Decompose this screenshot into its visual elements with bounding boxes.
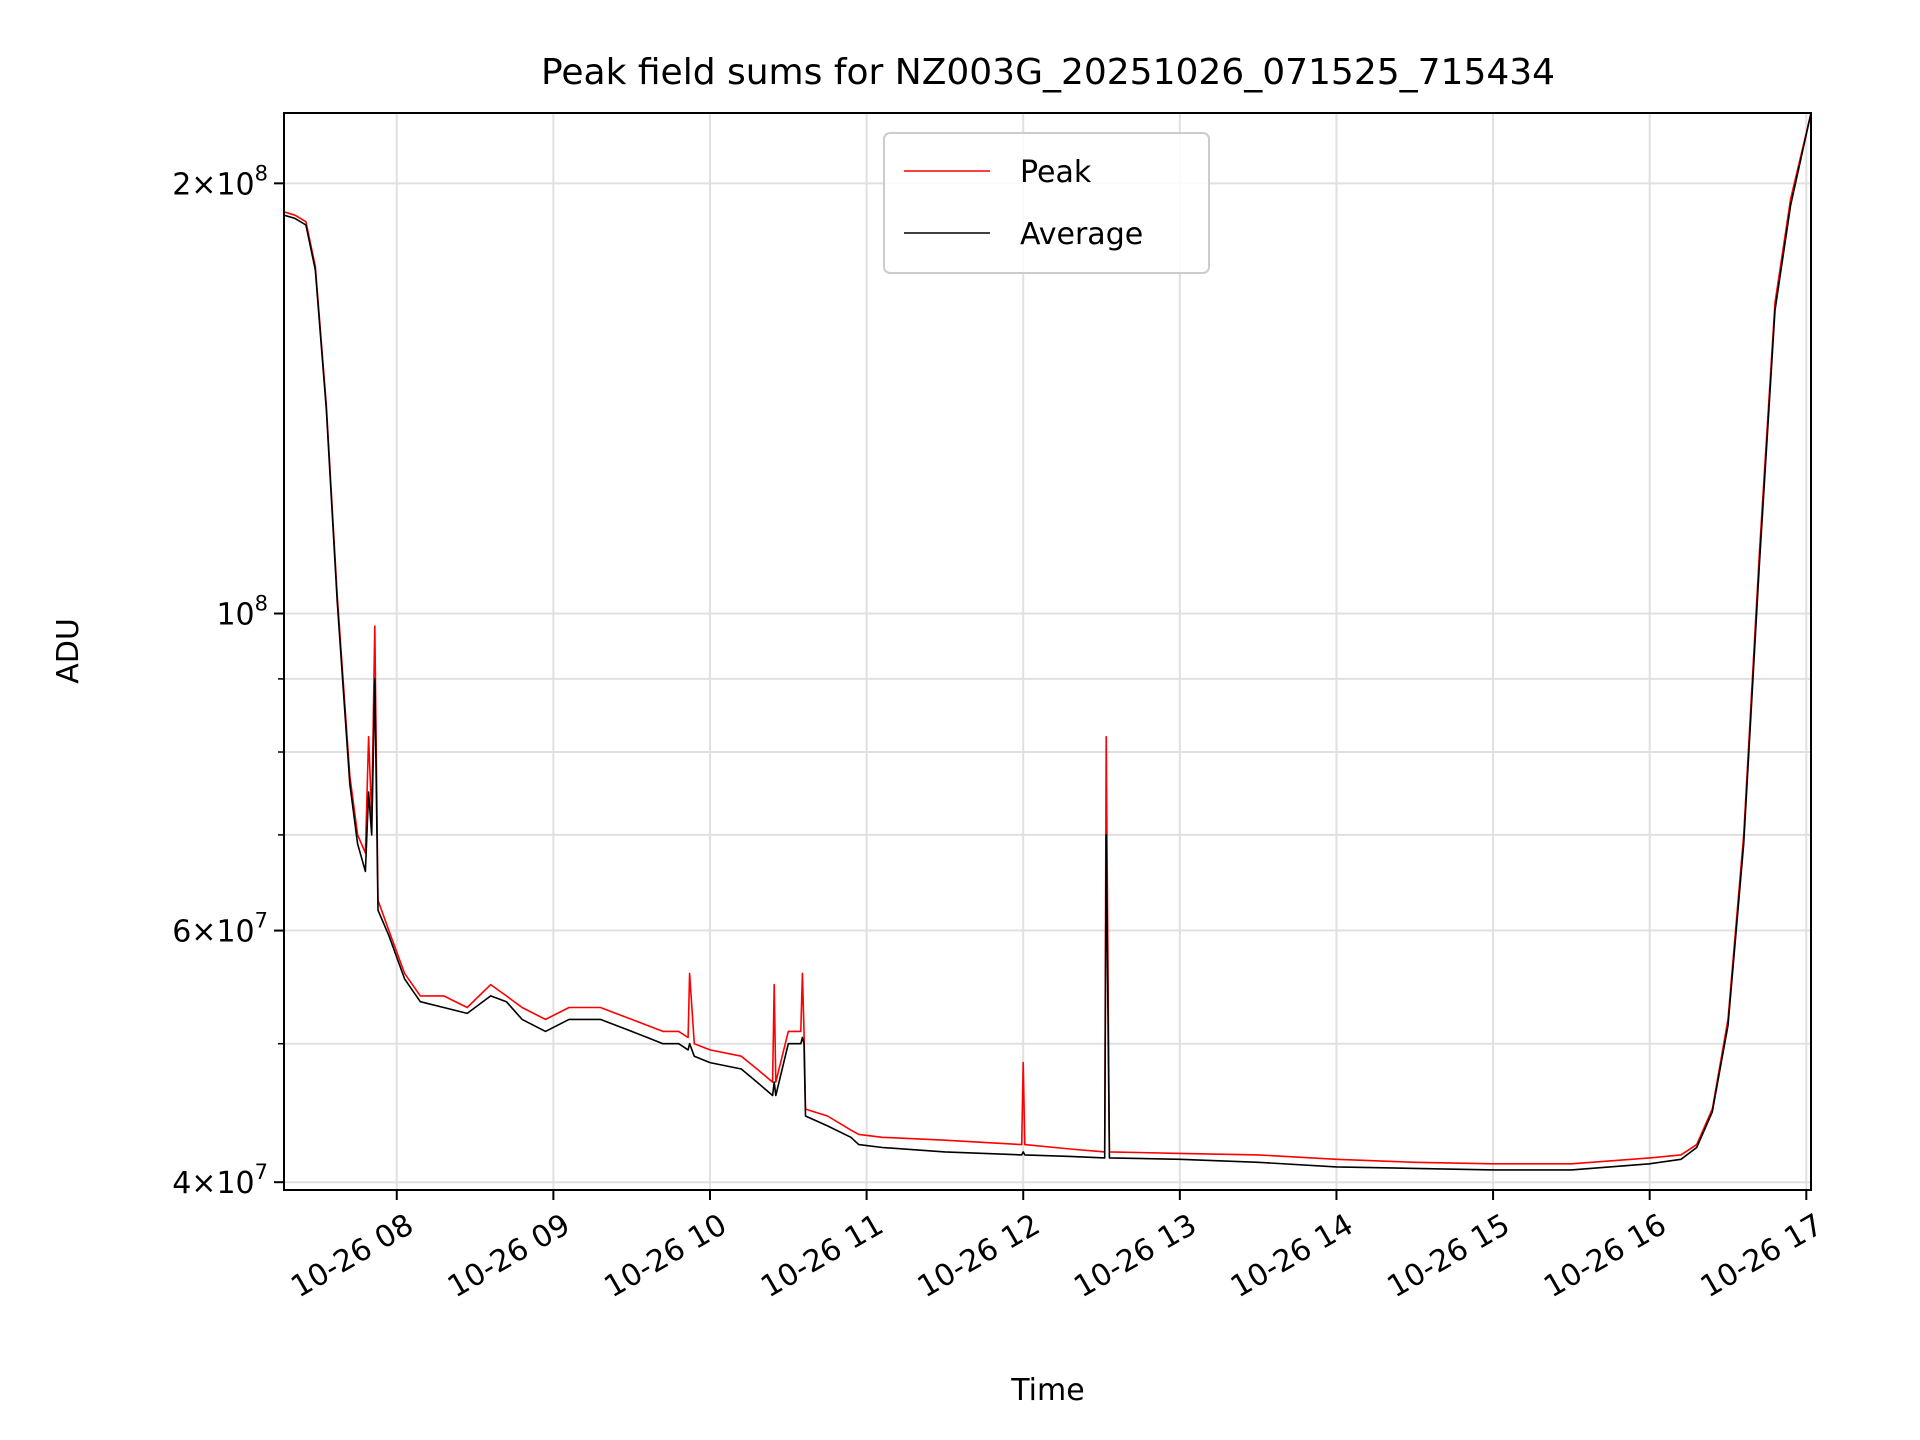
legend: Peak Average	[883, 132, 1210, 274]
y-tick-label: 108	[216, 592, 268, 633]
y-tick-label: 4×107	[172, 1160, 268, 1201]
chart-title: Peak field sums for NZ003G_20251026_0715…	[541, 52, 1555, 93]
y-tick-label: 2×108	[172, 161, 268, 202]
plot-frame	[283, 112, 1812, 1191]
series-layer	[283, 112, 1812, 1171]
x-axis-label: Time	[1010, 1373, 1084, 1408]
series-line-average	[283, 112, 1812, 1171]
legend-average-label: Average	[1020, 217, 1143, 252]
legend-peak-label: Peak	[1020, 155, 1092, 190]
y-axis-ticks: 4×107 6×107 108 2×108	[172, 161, 284, 1201]
y-tick-label: 6×107	[172, 909, 268, 950]
y-axis-label: ADU	[51, 618, 86, 684]
legend-box	[883, 132, 1210, 274]
grid-lines	[284, 113, 1811, 1190]
